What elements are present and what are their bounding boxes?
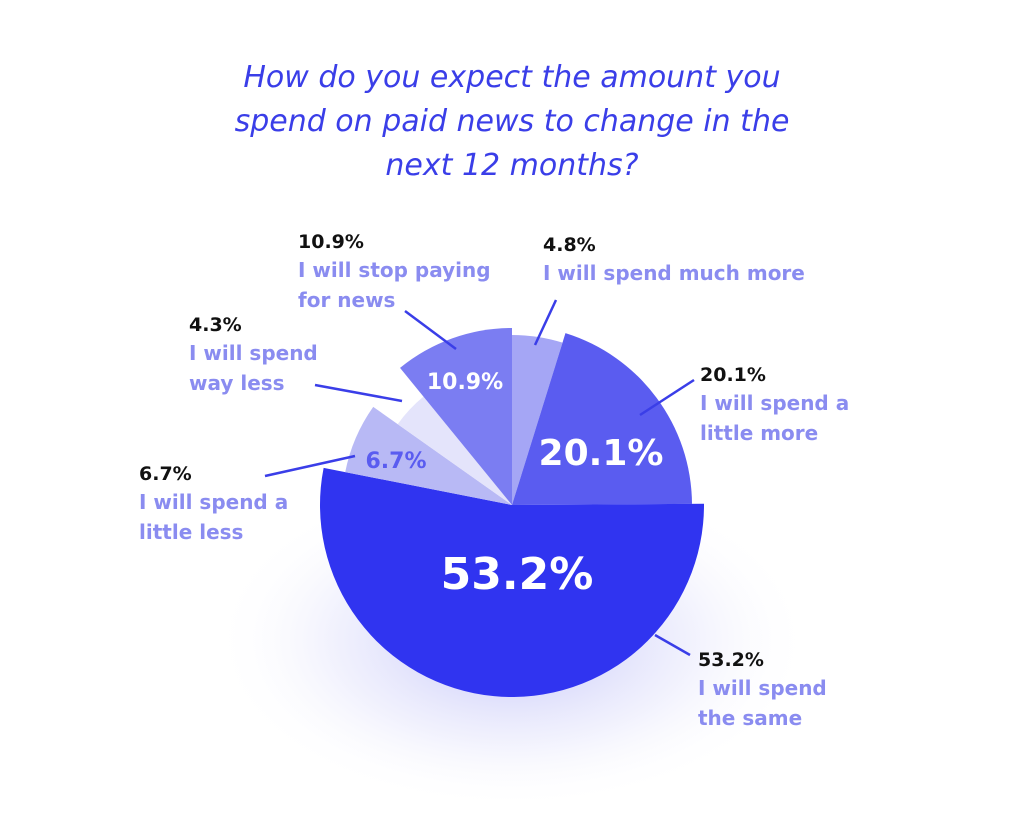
slice-label: 53.2% (441, 549, 594, 600)
pie-slice (512, 333, 692, 505)
category-label: I will spend a little more (700, 391, 850, 445)
pie-slice (319, 467, 704, 698)
category-label: I will stop paying for news (298, 258, 491, 312)
category-label: I will spend the same (698, 676, 827, 730)
category-label: I will spend way less (189, 341, 318, 395)
pie-slice (400, 328, 512, 505)
slice-label: 20.1% (539, 433, 664, 474)
value-label: 10.9% (298, 231, 364, 253)
pie-slice (397, 396, 512, 505)
leader-line (404, 309, 457, 351)
value-label: 53.2% (698, 649, 764, 671)
pie-slice (345, 406, 512, 505)
leader-line (314, 383, 403, 403)
leader-line (654, 633, 691, 657)
slice-label: 10.9% (427, 370, 503, 395)
value-label: 6.7% (139, 463, 192, 485)
leader-line (639, 378, 695, 417)
value-label: 4.8% (543, 234, 596, 256)
leader-line (533, 299, 558, 346)
category-label: I will spend much more (543, 261, 805, 285)
value-label: 4.3% (189, 314, 242, 336)
slice-label: 6.7% (365, 449, 426, 474)
pie-slice (512, 335, 563, 505)
leader-line (264, 454, 356, 478)
category-label: I will spend a little less (139, 490, 289, 544)
chart-title: How do you expect the amount you spend o… (234, 60, 790, 183)
value-label: 20.1% (700, 364, 766, 386)
